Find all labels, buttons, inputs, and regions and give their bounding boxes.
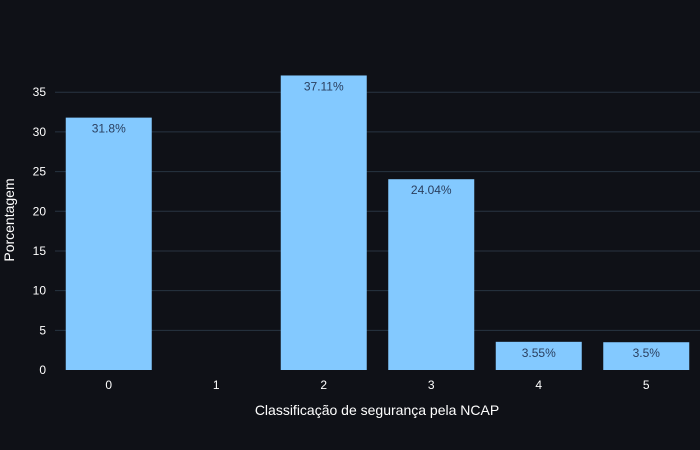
y-axis-ticks: 0 5 10 15 20 25 30 35 [33,85,47,377]
y-tick-label: 20 [33,204,47,218]
x-tick-label: 4 [535,378,542,392]
x-tick-label: 3 [428,378,435,392]
y-tick-label: 30 [33,125,47,139]
bar-data-label: 24.04% [411,183,452,197]
bar[interactable] [495,341,582,370]
y-tick-label: 5 [39,323,46,337]
bar-data-labels: 31.8% 37.11% 24.04% 3.55% 3.5% [92,79,661,360]
bar-data-label: 3.55% [522,346,556,360]
x-axis-ticks: 0 1 2 3 4 5 [105,378,650,392]
y-tick-label: 15 [33,244,47,258]
x-tick-label: 2 [320,378,327,392]
y-tick-label: 35 [33,85,47,99]
bar-data-label: 3.5% [633,346,661,360]
x-tick-label: 5 [643,378,650,392]
bar-data-label: 31.8% [92,122,126,136]
bar[interactable] [65,117,152,370]
x-axis-title: Classificação de segurança pela NCAP [255,402,499,418]
y-tick-label: 25 [33,165,47,179]
bar[interactable] [388,179,475,370]
bar-data-label: 37.11% [304,79,344,93]
x-tick-label: 0 [105,378,112,392]
bar[interactable] [603,342,690,370]
y-tick-label: 10 [33,284,47,298]
x-tick-label: 1 [213,378,220,392]
y-tick-label: 0 [39,363,46,377]
y-axis-title: Porcentagem [1,178,17,261]
gridlines [55,91,700,331]
bars [65,75,690,370]
bar[interactable] [280,75,367,370]
